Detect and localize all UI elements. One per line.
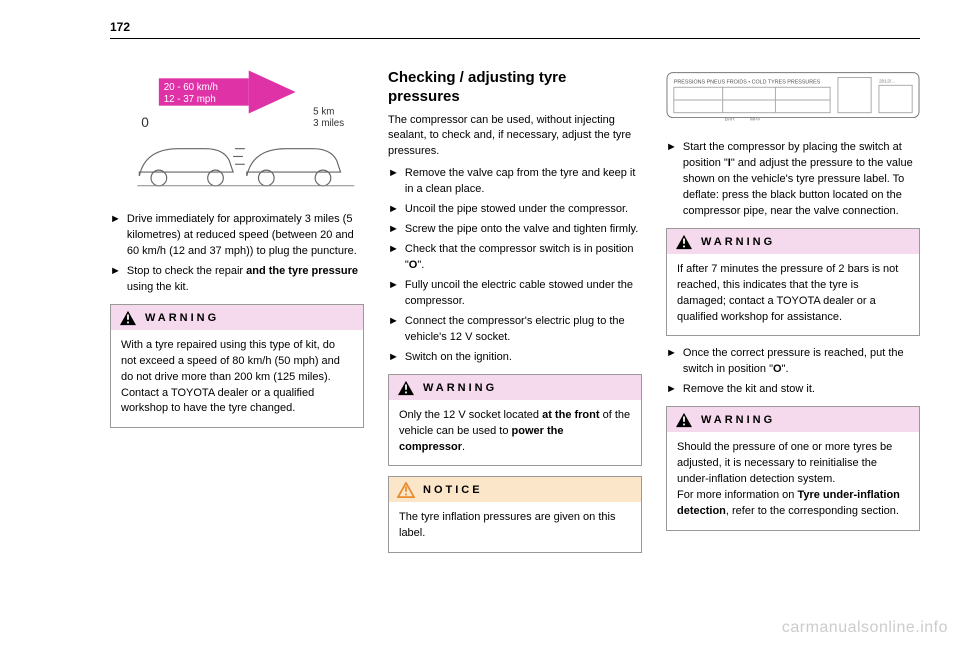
triangle-icon: ► [388, 314, 399, 346]
triangle-icon: ► [388, 166, 399, 198]
col2-warning: WARNING Only the 12 V socket located at … [388, 374, 642, 467]
warning-icon [119, 310, 137, 326]
warning-body: Should the pressure of one or more tyres… [667, 432, 919, 530]
notice-label: NOTICE [423, 484, 483, 496]
col1-bullet-1: ► Drive immediately for approximately 3 … [110, 212, 364, 260]
warning-header: WARNING [389, 375, 641, 400]
warning-icon [397, 380, 415, 396]
col2-intro: The compressor can be used, without inje… [388, 113, 642, 161]
notice-header: NOTICE [389, 477, 641, 502]
warning-body: Only the 12 V socket located at the fron… [389, 400, 641, 466]
svg-text:PRESSIONS PNEUS FROIDS • COLD: PRESSIONS PNEUS FROIDS • COLD TYRES PRES… [674, 79, 821, 85]
col2-b5: ►Fully uncoil the electric cable stowed … [388, 278, 642, 310]
notice-icon [397, 482, 415, 498]
column-1: 20 - 60 km/h 12 - 37 mph 0 5 km 3 miles [110, 69, 364, 563]
triangle-icon: ► [388, 350, 399, 366]
svg-text:3 miles: 3 miles [313, 118, 344, 129]
svg-text:MPA: MPA [750, 116, 761, 122]
svg-text:5 km: 5 km [313, 106, 334, 117]
col1-bullet-2: ► Stop to check the repair and the tyre … [110, 264, 364, 296]
triangle-icon: ► [666, 382, 677, 398]
warning-header: WARNING [667, 229, 919, 254]
svg-text:20 - 60 km/h: 20 - 60 km/h [164, 82, 218, 93]
triangle-icon: ► [666, 346, 677, 378]
column-3: PRESSIONS PNEUS FROIDS • COLD TYRES PRES… [666, 69, 920, 563]
warning-label: WARNING [423, 382, 497, 394]
triangle-icon: ► [110, 212, 121, 260]
top-rule [110, 38, 920, 39]
watermark: carmanualsonline.info [782, 619, 948, 637]
col3-p3: ►Remove the kit and stow it. [666, 382, 920, 398]
col2-b4: ► Check that the compressor switch is in… [388, 242, 642, 274]
notice-body: The tyre inflation pressures are given o… [389, 502, 641, 552]
triangle-icon: ► [666, 140, 677, 220]
col3-warning-1: WARNING If after 7 minutes the pressure … [666, 228, 920, 337]
svg-text:0: 0 [141, 115, 149, 130]
col1-text-1: Drive immediately for approximately 3 mi… [127, 212, 364, 260]
triangle-icon: ► [110, 264, 121, 296]
warning-header: WARNING [667, 407, 919, 432]
col3-p1: ► Start the compressor by placing the sw… [666, 140, 920, 220]
col2-b6: ►Connect the compressor's electric plug … [388, 314, 642, 346]
col3-p2: ► Once the correct pressure is reached, … [666, 346, 920, 378]
page-number: 172 [110, 20, 920, 34]
pressure-label-illustration: PRESSIONS PNEUS FROIDS • COLD TYRES PRES… [666, 69, 920, 129]
warning-body: With a tyre repaired using this type of … [111, 330, 363, 428]
svg-text:BAR: BAR [725, 116, 736, 122]
triangle-icon: ► [388, 278, 399, 310]
warning-icon [675, 234, 693, 250]
warning-label: WARNING [701, 414, 775, 426]
warning-body: If after 7 minutes the pressure of 2 bar… [667, 254, 919, 336]
warning-label: WARNING [145, 312, 219, 324]
col2-b1: ►Remove the valve cap from the tyre and … [388, 166, 642, 198]
col1-warning: WARNING With a tyre repaired using this … [110, 304, 364, 429]
drive-illustration: 20 - 60 km/h 12 - 37 mph 0 5 km 3 miles [110, 69, 364, 199]
col2-notice: NOTICE The tyre inflation pressures are … [388, 476, 642, 553]
columns: 20 - 60 km/h 12 - 37 mph 0 5 km 3 miles [110, 69, 920, 563]
col1-text-2: Stop to check the repair and the tyre pr… [127, 264, 364, 296]
warning-header: WARNING [111, 305, 363, 330]
col2-b7: ►Switch on the ignition. [388, 350, 642, 366]
triangle-icon: ► [388, 222, 399, 238]
column-2: Checking / adjusting tyre pressures The … [388, 69, 642, 563]
warning-icon [675, 412, 693, 428]
triangle-icon: ► [388, 202, 399, 218]
col2-b3: ►Screw the pipe onto the valve and tight… [388, 222, 642, 238]
triangle-icon: ► [388, 242, 399, 274]
warning-label: WARNING [701, 236, 775, 248]
svg-text:2012/...: 2012/... [879, 78, 895, 84]
col2-heading: Checking / adjusting tyre pressures [388, 69, 642, 107]
col3-warning-2: WARNING Should the pressure of one or mo… [666, 406, 920, 531]
col2-b2: ►Uncoil the pipe stowed under the compre… [388, 202, 642, 218]
svg-text:12 - 37 mph: 12 - 37 mph [164, 94, 216, 105]
